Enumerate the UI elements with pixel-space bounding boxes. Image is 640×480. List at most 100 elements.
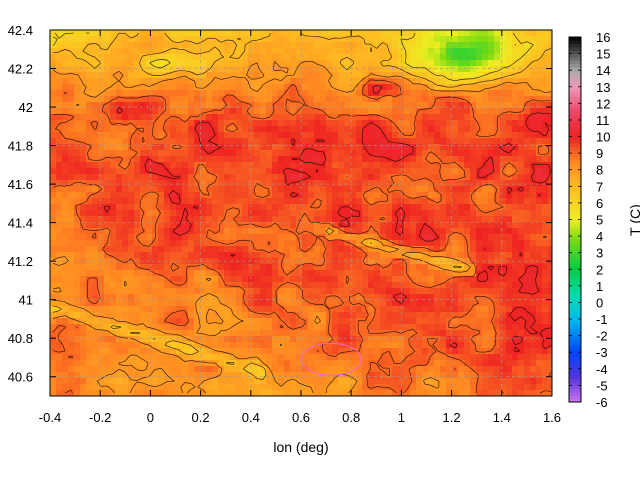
heatmap-cell bbox=[518, 282, 525, 289]
heatmap-cell bbox=[122, 384, 129, 391]
heatmap-cell bbox=[278, 180, 285, 187]
heatmap-cell bbox=[56, 318, 63, 325]
heatmap-cell bbox=[452, 36, 459, 43]
heatmap-cell bbox=[68, 102, 75, 109]
heatmap-cell bbox=[452, 132, 459, 139]
heatmap-cell bbox=[350, 222, 357, 229]
heatmap-cell bbox=[386, 108, 393, 115]
heatmap-cell bbox=[152, 252, 159, 259]
heatmap-cell bbox=[140, 378, 147, 385]
heatmap-cell bbox=[122, 48, 129, 55]
heatmap-cell bbox=[200, 156, 207, 163]
heatmap-cell bbox=[452, 378, 459, 385]
heatmap-cell bbox=[380, 30, 387, 37]
heatmap-cell bbox=[512, 186, 519, 193]
heatmap-cell bbox=[428, 270, 435, 277]
heatmap-cell bbox=[128, 96, 135, 103]
heatmap-cell bbox=[260, 270, 267, 277]
heatmap-cell bbox=[104, 114, 111, 121]
heatmap-cell bbox=[296, 162, 303, 169]
heatmap-cell bbox=[464, 282, 471, 289]
heatmap-cell bbox=[230, 60, 237, 67]
heatmap-cell bbox=[476, 348, 483, 355]
heatmap-cell bbox=[302, 198, 309, 205]
heatmap-cell bbox=[344, 162, 351, 169]
heatmap-cell bbox=[230, 48, 237, 55]
heatmap-cell bbox=[92, 90, 99, 97]
heatmap-cell bbox=[272, 246, 279, 253]
heatmap-cell bbox=[536, 210, 543, 217]
heatmap-cell bbox=[422, 282, 429, 289]
heatmap-cell bbox=[452, 330, 459, 337]
heatmap-cell bbox=[278, 90, 285, 97]
heatmap-cell bbox=[122, 90, 129, 97]
heatmap-cell bbox=[266, 186, 273, 193]
heatmap-cell bbox=[404, 180, 411, 187]
heatmap-cell bbox=[320, 150, 327, 157]
heatmap-cell bbox=[410, 126, 417, 133]
heatmap-cell bbox=[356, 162, 363, 169]
heatmap-cell bbox=[536, 132, 543, 139]
heatmap-cell bbox=[110, 60, 117, 67]
heatmap-cell bbox=[368, 54, 375, 61]
heatmap-cell bbox=[392, 192, 399, 199]
heatmap-cell bbox=[122, 42, 129, 49]
heatmap-cell bbox=[230, 126, 237, 133]
heatmap-cell bbox=[494, 360, 501, 367]
heatmap-cell bbox=[146, 360, 153, 367]
heatmap-cell bbox=[86, 258, 93, 265]
heatmap-cell bbox=[176, 204, 183, 211]
heatmap-cell bbox=[278, 96, 285, 103]
heatmap-cell bbox=[542, 66, 549, 73]
heatmap-cell bbox=[338, 54, 345, 61]
heatmap-cell bbox=[314, 36, 321, 43]
heatmap-cell bbox=[152, 108, 159, 115]
heatmap-cell bbox=[488, 144, 495, 151]
heatmap-cell bbox=[446, 372, 453, 379]
heatmap-cell bbox=[308, 180, 315, 187]
heatmap-cell bbox=[350, 156, 357, 163]
heatmap-cell bbox=[248, 210, 255, 217]
heatmap-cell bbox=[182, 90, 189, 97]
heatmap-cell bbox=[446, 180, 453, 187]
heatmap-cell bbox=[236, 42, 243, 49]
heatmap-cell bbox=[128, 318, 135, 325]
heatmap-cell bbox=[548, 192, 553, 199]
heatmap-cell bbox=[398, 252, 405, 259]
heatmap-cell bbox=[224, 132, 231, 139]
heatmap-cell bbox=[122, 330, 129, 337]
heatmap-cell bbox=[224, 126, 231, 133]
heatmap-cell bbox=[410, 174, 417, 181]
heatmap-cell bbox=[512, 78, 519, 85]
heatmap-cell bbox=[500, 186, 507, 193]
heatmap-cell bbox=[542, 234, 549, 241]
heatmap-cell bbox=[344, 126, 351, 133]
heatmap-cell bbox=[116, 150, 123, 157]
heatmap-cell bbox=[284, 264, 291, 271]
heatmap-cell bbox=[212, 336, 219, 343]
heatmap-cell bbox=[404, 114, 411, 121]
heatmap-cell bbox=[134, 198, 141, 205]
heatmap-cell bbox=[482, 168, 489, 175]
heatmap-cell bbox=[494, 192, 501, 199]
heatmap-cell bbox=[50, 342, 57, 349]
heatmap-cell bbox=[230, 156, 237, 163]
heatmap-cell bbox=[494, 168, 501, 175]
heatmap-cell bbox=[338, 378, 345, 385]
heatmap-cell bbox=[248, 252, 255, 259]
heatmap-cell bbox=[266, 42, 273, 49]
heatmap-cell bbox=[506, 102, 513, 109]
heatmap-cell bbox=[350, 96, 357, 103]
heatmap-cell bbox=[140, 72, 147, 79]
heatmap-cell bbox=[386, 138, 393, 145]
heatmap-cell bbox=[86, 60, 93, 67]
heatmap-cell bbox=[212, 78, 219, 85]
heatmap-cell bbox=[362, 192, 369, 199]
heatmap-cell bbox=[344, 72, 351, 79]
heatmap-cell bbox=[422, 360, 429, 367]
heatmap-cell bbox=[434, 48, 441, 55]
heatmap-cell bbox=[170, 282, 177, 289]
heatmap-cell bbox=[296, 276, 303, 283]
heatmap-cell bbox=[158, 228, 165, 235]
heatmap-cell bbox=[524, 276, 531, 283]
